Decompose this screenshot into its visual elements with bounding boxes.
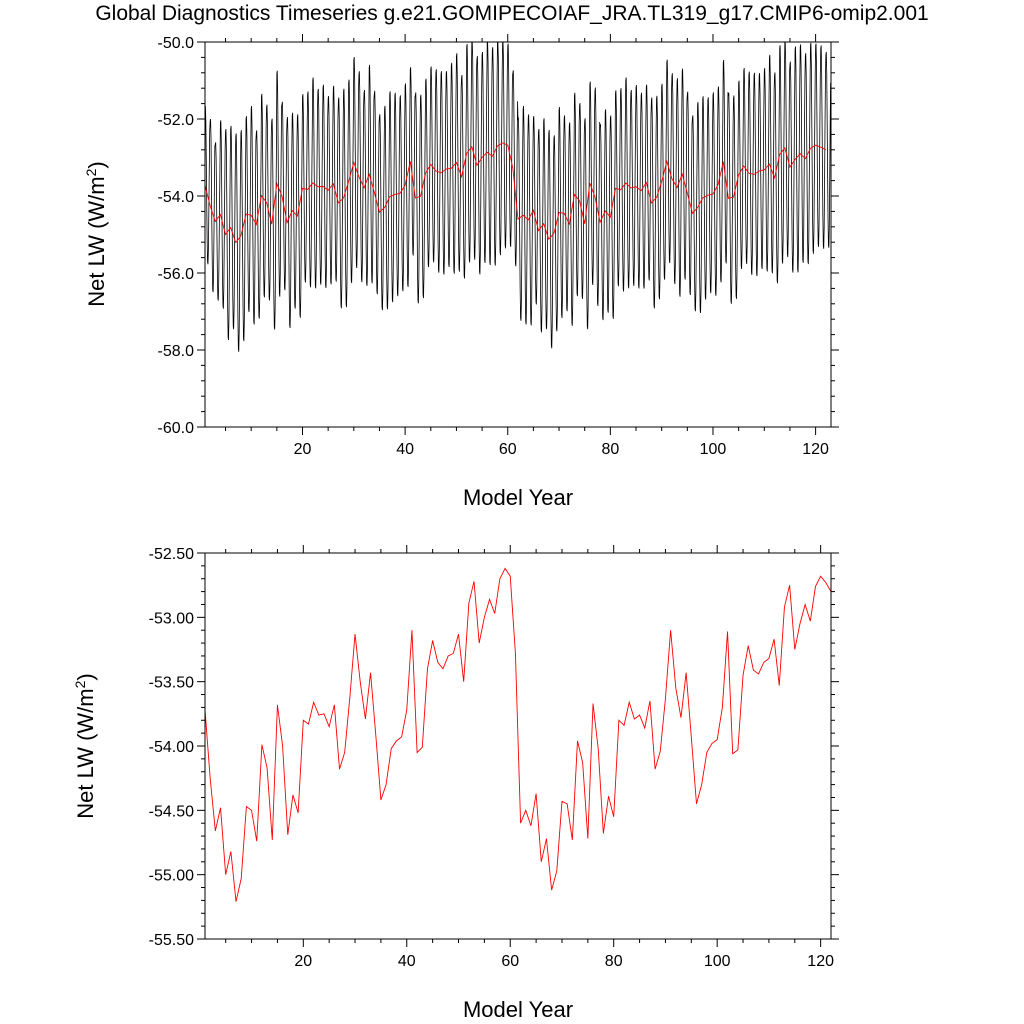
bottom-labels: -55.50 -55.00 -54.50 -54.00 -53.50 -53.00 -52.… <box>72 546 834 1022</box>
top-monthly-series-line <box>204 41 831 352</box>
bottom-xtick-label: 120 <box>807 953 834 970</box>
top-annual-mean-series-line <box>204 142 827 244</box>
top-labels: -60.0 -58.0 -56.0 -54.0 -52.0 -50.0 20 40 60 80 10… <box>83 35 829 510</box>
top-ytick-label: -56.0 <box>158 266 195 283</box>
bottom-x-axis-label: Model Year <box>463 997 573 1022</box>
bottom-ytick-label: -54.00 <box>149 739 194 756</box>
bottom-ytick-label: -55.00 <box>149 868 194 885</box>
top-xtick-label: 80 <box>601 441 619 458</box>
bottom-ticks <box>197 545 839 947</box>
top-xtick-label: 100 <box>700 441 727 458</box>
bottom-annual-mean-series-line <box>204 567 832 902</box>
bottom-ytick-label: -52.50 <box>149 546 194 563</box>
top-x-axis-label: Model Year <box>463 485 573 510</box>
figure-title: Global Diagnostics Timeseries g.e21.GOMI… <box>95 2 929 25</box>
bottom-series-layer <box>204 567 832 902</box>
top-ytick-label: -52.0 <box>158 112 195 129</box>
bottom-xtick-label: 40 <box>398 953 416 970</box>
top-plot-frame <box>204 41 832 428</box>
bottom-y-axis-label: Net LW (W/m2) <box>72 673 98 818</box>
top-ytick-label: -50.0 <box>158 35 195 52</box>
bottom-chart-panel: -55.50 -55.00 -54.50 -54.00 -53.50 -53.00 -52.… <box>72 545 839 1022</box>
bottom-xtick-label: 60 <box>501 953 519 970</box>
bottom-xtick-label: 20 <box>294 953 312 970</box>
top-ytick-label: -60.0 <box>158 420 195 437</box>
bottom-ytick-label: -54.50 <box>149 803 194 820</box>
top-chart-panel: -60.0 -58.0 -56.0 -54.0 -52.0 -50.0 20 40 60 80 10… <box>83 34 839 510</box>
top-y-axis-label: Net LW (W/m2) <box>83 161 109 306</box>
top-frame <box>204 41 832 428</box>
top-ytick-label: -54.0 <box>158 189 195 206</box>
bottom-xtick-label: 80 <box>605 953 623 970</box>
bottom-ytick-label: -53.50 <box>149 675 194 692</box>
top-xtick-label: 120 <box>802 441 829 458</box>
bottom-xtick-label: 100 <box>704 953 731 970</box>
bottom-ytick-label: -53.00 <box>149 610 194 627</box>
top-xtick-label: 60 <box>499 441 517 458</box>
bottom-ytick-label: -55.50 <box>149 932 194 949</box>
top-series-layer <box>204 41 831 352</box>
top-ticks <box>197 34 839 435</box>
top-xtick-label: 40 <box>396 441 414 458</box>
top-ytick-label: -58.0 <box>158 343 195 360</box>
top-xtick-label: 20 <box>294 441 312 458</box>
